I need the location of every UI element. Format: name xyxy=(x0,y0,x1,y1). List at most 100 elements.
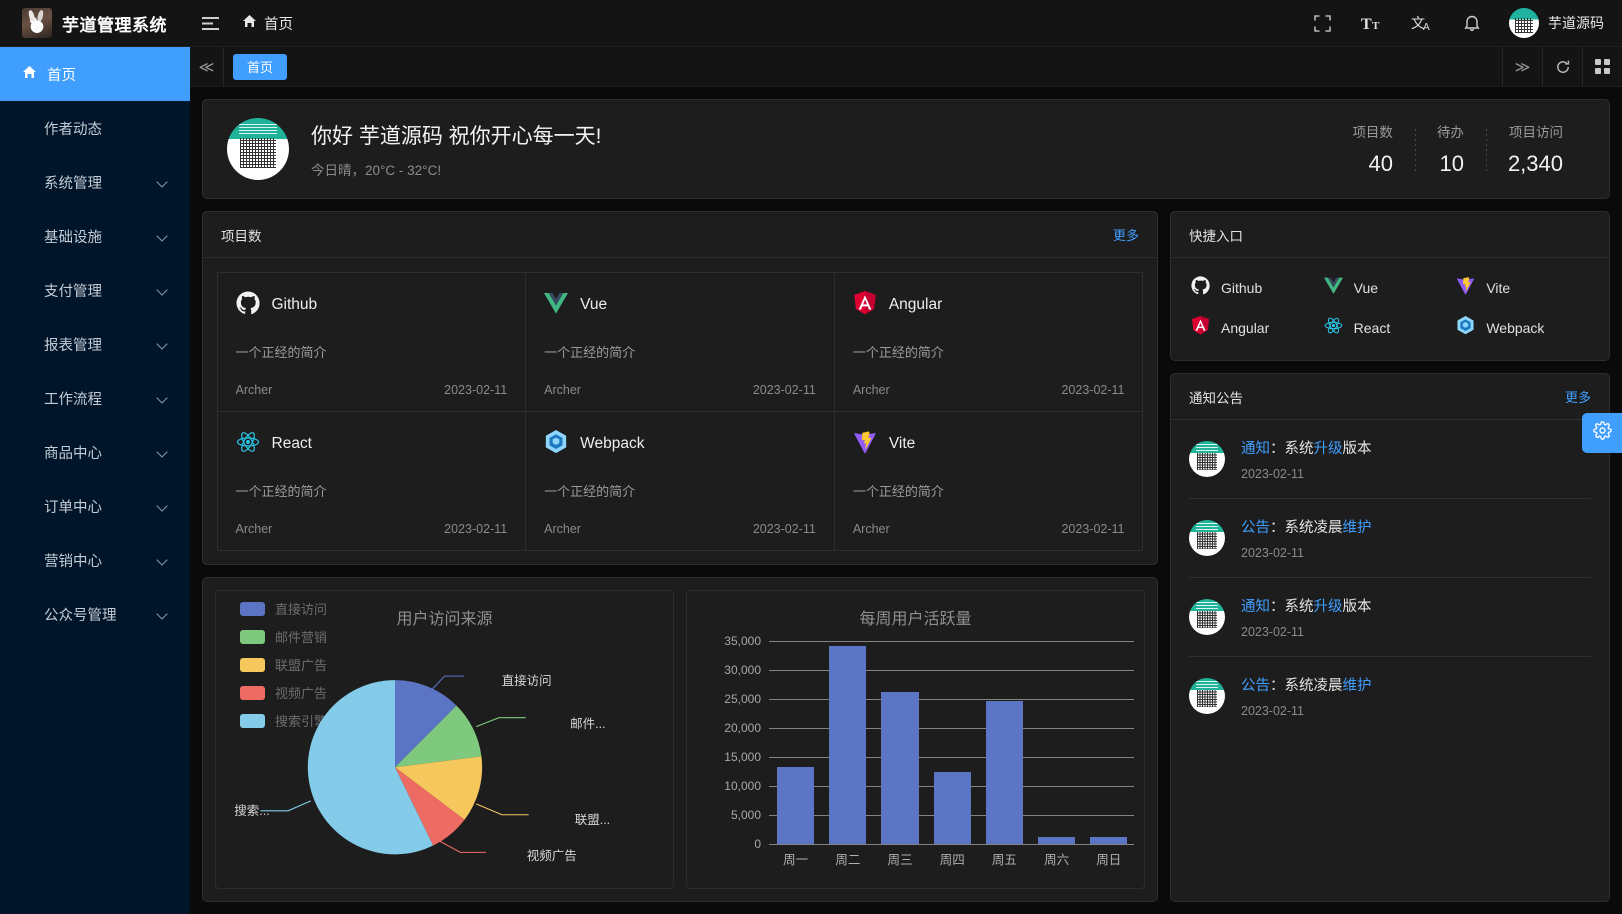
notice-item[interactable]: 公告：系统凌晨维护 2023-02-11 xyxy=(1189,499,1591,578)
bar-wed[interactable] xyxy=(881,691,919,844)
right-column: 快捷入口 Github xyxy=(1170,211,1610,902)
pie-callout-label: 搜索... xyxy=(234,804,270,819)
sidebar-item-marketing[interactable]: 营销中心 xyxy=(0,533,190,587)
quick-entry-card: 快捷入口 Github xyxy=(1170,211,1610,361)
bar-sun[interactable] xyxy=(1090,836,1128,844)
grid-line xyxy=(769,670,1134,671)
notice-title: 公告：系统凌晨维护 xyxy=(1241,516,1591,537)
bar-sat[interactable] xyxy=(1038,836,1076,844)
project-card-vue[interactable]: Vue 一个正经的简介 Archer 2023-02-11 xyxy=(525,271,835,412)
project-card-angular[interactable]: Angular 一个正经的简介 Archer 2023-02-11 xyxy=(833,271,1144,412)
chevron-down-icon xyxy=(158,501,168,511)
legend-item[interactable]: 搜索引擎 xyxy=(240,711,327,730)
sidebar-item-pay[interactable]: 支付管理 xyxy=(0,263,190,317)
project-author: Archer xyxy=(235,521,273,536)
projects-more-link[interactable]: 更多 xyxy=(1112,228,1139,243)
menu-collapse-icon[interactable] xyxy=(190,0,230,47)
tabs-tools: ≫ xyxy=(1502,46,1622,87)
notices-card: 通知公告 更多 通知：系统升级版本 2023-02-11 xyxy=(1170,373,1610,902)
project-card-vite[interactable]: Vite 一个正经的简介 Archer 2023-02-11 xyxy=(833,410,1144,551)
quick-entry-angular[interactable]: Angular xyxy=(1191,316,1324,340)
notice-item[interactable]: 公告：系统凌晨维护 2023-02-11 xyxy=(1189,657,1591,735)
sidebar-item-system[interactable]: 系统管理 xyxy=(0,155,190,209)
brand[interactable]: 芋道管理系统 xyxy=(0,8,190,38)
legend-item[interactable]: 视频广告 xyxy=(240,683,327,702)
quick-entry-label: Github xyxy=(1221,280,1263,296)
legend-item[interactable]: 邮件营销 xyxy=(240,627,327,646)
project-card-react[interactable]: React 一个正经的简介 Archer 2023-02-11 xyxy=(216,410,527,551)
notices-more-link[interactable]: 更多 xyxy=(1564,390,1591,405)
bar-thu[interactable] xyxy=(933,772,971,844)
notice-mid: 系统凌晨 xyxy=(1284,678,1343,694)
project-name: React xyxy=(271,435,313,452)
notice-item[interactable]: 通知：系统升级版本 2023-02-11 xyxy=(1189,578,1591,657)
legend-swatch xyxy=(240,713,265,728)
quick-entry-label: Webpack xyxy=(1486,320,1545,336)
project-card-github[interactable]: Github 一个正经的简介 Archer 2023-02-11 xyxy=(216,271,527,412)
notice-type: 公告 xyxy=(1241,520,1270,536)
legend-item[interactable]: 直接访问 xyxy=(240,599,327,618)
font-size-icon[interactable]: T T xyxy=(1349,0,1395,47)
user-menu[interactable]: 芋道源码 xyxy=(1499,8,1604,38)
sidebar-item-author-news[interactable]: 作者动态 xyxy=(0,101,190,155)
chevron-double-left-icon[interactable]: ≪ xyxy=(190,46,224,87)
x-axis-tick: 周一 xyxy=(783,853,809,867)
settings-float-button[interactable] xyxy=(1582,413,1622,453)
home-icon xyxy=(22,65,37,83)
project-desc: 一个正经的简介 xyxy=(544,483,636,499)
react-icon xyxy=(236,430,260,459)
chevron-down-icon xyxy=(158,285,168,295)
project-footer: Archer 2023-02-11 xyxy=(544,383,816,397)
bar-chart[interactable]: 每周用户活跃量 0 5,000 10,000 15,000 20,000 xyxy=(686,590,1145,889)
bar-tue[interactable] xyxy=(829,645,867,844)
quick-entry-vue[interactable]: Vue xyxy=(1323,276,1457,300)
project-author: Archer xyxy=(544,521,581,536)
quick-entry-react[interactable]: React xyxy=(1324,316,1457,340)
grid-line xyxy=(769,728,1134,729)
svg-text:A: A xyxy=(1423,22,1430,32)
project-date: 2023-02-11 xyxy=(444,382,508,397)
home-icon xyxy=(242,14,257,32)
sidebar-item-order[interactable]: 订单中心 xyxy=(0,479,190,533)
tab-home[interactable]: 首页 xyxy=(233,53,288,80)
chevron-double-right-icon[interactable]: ≫ xyxy=(1502,46,1542,87)
project-date: 2023-02-11 xyxy=(444,521,508,536)
grid-layout-icon[interactable] xyxy=(1582,46,1622,87)
legend-swatch xyxy=(240,601,265,616)
fullscreen-icon[interactable] xyxy=(1299,0,1345,47)
bar-mon[interactable] xyxy=(777,767,815,844)
project-author: Archer xyxy=(852,382,890,397)
legend-item[interactable]: 联盟广告 xyxy=(240,655,327,674)
sidebar-item-label: 支付管理 xyxy=(44,283,102,300)
refresh-icon[interactable] xyxy=(1542,46,1582,87)
sidebar-item-mp[interactable]: 公众号管理 xyxy=(0,587,190,641)
legend-label: 视频广告 xyxy=(275,686,328,701)
notice-sep: ： xyxy=(1270,678,1285,694)
quick-entry-webpack[interactable]: Webpack xyxy=(1456,316,1589,340)
quick-entry-header: 快捷入口 xyxy=(1171,212,1609,258)
sidebar-item-product[interactable]: 商品中心 xyxy=(0,425,190,479)
quick-entry-github[interactable]: Github xyxy=(1191,276,1324,300)
project-card-webpack[interactable]: Webpack 一个正经的简介 Archer 2023-02-11 xyxy=(525,410,835,551)
sidebar-item-report[interactable]: 报表管理 xyxy=(0,317,190,371)
x-axis-tick: 周日 xyxy=(1096,853,1122,867)
quick-entry-vite[interactable]: Vite xyxy=(1456,276,1589,300)
grid-line xyxy=(769,699,1134,700)
sidebar-item-home[interactable]: 首页 xyxy=(0,47,190,101)
x-axis-tick: 周四 xyxy=(939,853,965,867)
breadcrumb-home[interactable]: 首页 xyxy=(230,0,305,47)
sidebar-item-infra[interactable]: 基础设施 xyxy=(0,209,190,263)
sidebar-item-workflow[interactable]: 工作流程 xyxy=(0,371,190,425)
pie-graphic: 直接访问 邮件... 联盟... 视频广告 搜索... xyxy=(216,591,673,888)
pie-chart[interactable]: 用户访问来源 直接访问 邮件营销 xyxy=(215,590,674,889)
bell-icon[interactable] xyxy=(1449,0,1495,47)
translate-icon[interactable]: 文 A xyxy=(1399,0,1445,47)
svg-text:文: 文 xyxy=(1411,16,1425,32)
bar-fri[interactable] xyxy=(985,700,1024,844)
projects-title: 项目数 xyxy=(221,228,262,244)
project-desc: 一个正经的简介 xyxy=(544,344,636,360)
notice-item[interactable]: 通知：系统升级版本 2023-02-11 xyxy=(1189,420,1591,499)
notice-date: 2023-02-11 xyxy=(1241,467,1305,481)
gear-icon xyxy=(1592,421,1612,445)
